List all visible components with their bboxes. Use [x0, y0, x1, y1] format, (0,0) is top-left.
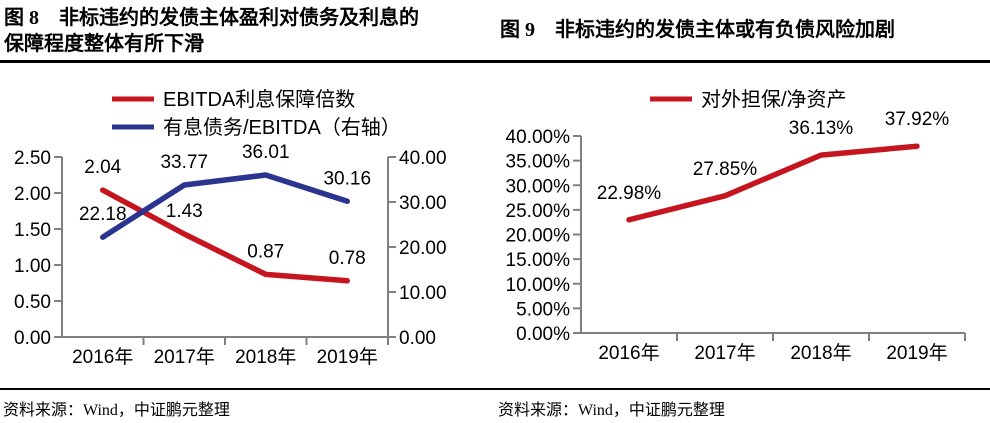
y-axis-tick-label: 30.00 — [399, 193, 447, 214]
y-axis-tick-label: 0.00% — [516, 324, 570, 345]
series-line — [100, 172, 350, 240]
y-axis-tick-label: 10.00 — [399, 283, 447, 304]
figure-9-title-cell: 图 9 非标违约的发债主体或有负债风险加剧 — [495, 0, 990, 60]
y-axis-tick-label: 40.00 — [399, 148, 447, 169]
y-axis-tick-label: 10.00% — [506, 275, 571, 296]
y-axis-tick-label: 2.00 — [14, 184, 51, 205]
data-point-label: 0.87 — [247, 241, 284, 262]
figure-8-title: 图 8 非标违约的发债主体盈利对债务及利息的保障程度整体有所下滑 — [4, 7, 419, 55]
legend-label: 有息债务/EBITDA（右轴） — [163, 116, 401, 139]
data-point-label: 1.43 — [166, 201, 203, 222]
charts-row: EBITDA利息保障倍数有息债务/EBITDA（右轴） 2.50 2.00 1.50 1… — [0, 64, 990, 384]
sources-row: 资料来源：Wind，中证鹏元整理 资料来源：Wind，中证鹏元整理 — [0, 388, 990, 420]
figure-9-chart: 对外担保/净资产 40.00% 35.00% 30.00% 25.00% 20.00% 15… — [495, 64, 990, 384]
x-axis-category-label: 2016年 — [72, 346, 133, 368]
y-axis-tick-label: 1.00 — [14, 256, 51, 277]
figure-9-line-chart: 对外担保/净资产 40.00% 35.00% 30.00% 25.00% 20.00% 15… — [506, 88, 966, 364]
data-point-label: 22.98% — [597, 183, 662, 204]
figure-8-chart: EBITDA利息保障倍数有息债务/EBITDA（右轴） 2.50 2.00 1.50 1… — [0, 64, 495, 384]
x-axis-category-label: 2018年 — [235, 346, 296, 368]
x-axis-category-label: 2019年 — [317, 346, 378, 368]
data-point-label: 37.92% — [885, 109, 950, 130]
legend-label: EBITDA利息保障倍数 — [163, 88, 355, 111]
data-point-label: 27.85% — [693, 159, 758, 180]
y-axis-tick-label: 40.00% — [506, 127, 571, 148]
data-point-label: 36.13% — [789, 118, 854, 139]
legend-label: 对外担保/净资产 — [701, 88, 847, 111]
y-axis-tick-label: 15.00% — [506, 250, 571, 271]
x-axis-category-label: 2017年 — [694, 342, 755, 364]
data-point-label: 36.01 — [242, 142, 290, 163]
x-axis-category-label: 2016年 — [598, 342, 659, 364]
y-axis-tick-label: 2.50 — [14, 148, 51, 169]
y-axis-tick-label: 35.00% — [506, 152, 571, 173]
figure-9-source: 资料来源：Wind，中证鹏元整理 — [498, 402, 725, 419]
data-point-label: 0.78 — [329, 248, 366, 269]
figure-9-title: 图 9 非标违约的发债主体或有负债风险加剧 — [500, 19, 895, 41]
y-axis-tick-label: 5.00% — [516, 299, 570, 320]
y-axis-tick-label: 20.00 — [399, 238, 447, 259]
figure-8-title-cell: 图 8 非标违约的发债主体盈利对债务及利息的保障程度整体有所下滑 — [0, 0, 495, 60]
data-point-label: 2.04 — [84, 157, 121, 178]
data-point-label: 30.16 — [323, 168, 371, 189]
figure-titles-row: 图 8 非标违约的发债主体盈利对债务及利息的保障程度整体有所下滑 图 9 非标违… — [0, 0, 990, 63]
x-axis-category-label: 2019年 — [886, 342, 947, 364]
y-axis-tick-label: 20.00% — [506, 226, 571, 247]
y-axis-tick-label: 1.50 — [14, 220, 51, 241]
y-axis-tick-label: 0.50 — [14, 292, 51, 313]
series-line — [100, 187, 350, 284]
y-axis-tick-label: 0.00 — [399, 328, 436, 349]
y-axis-tick-label: 0.00 — [14, 328, 51, 349]
figure-8-source: 资料来源：Wind，中证鹏元整理 — [3, 402, 230, 419]
data-point-label: 33.77 — [160, 152, 208, 173]
series-line — [626, 143, 920, 223]
y-axis-tick-label: 30.00% — [506, 176, 571, 197]
y-axis-tick-label: 25.00% — [506, 201, 571, 222]
data-point-label: 22.18 — [79, 204, 127, 225]
x-axis-category-label: 2017年 — [154, 346, 215, 368]
x-axis-category-label: 2018年 — [790, 342, 851, 364]
